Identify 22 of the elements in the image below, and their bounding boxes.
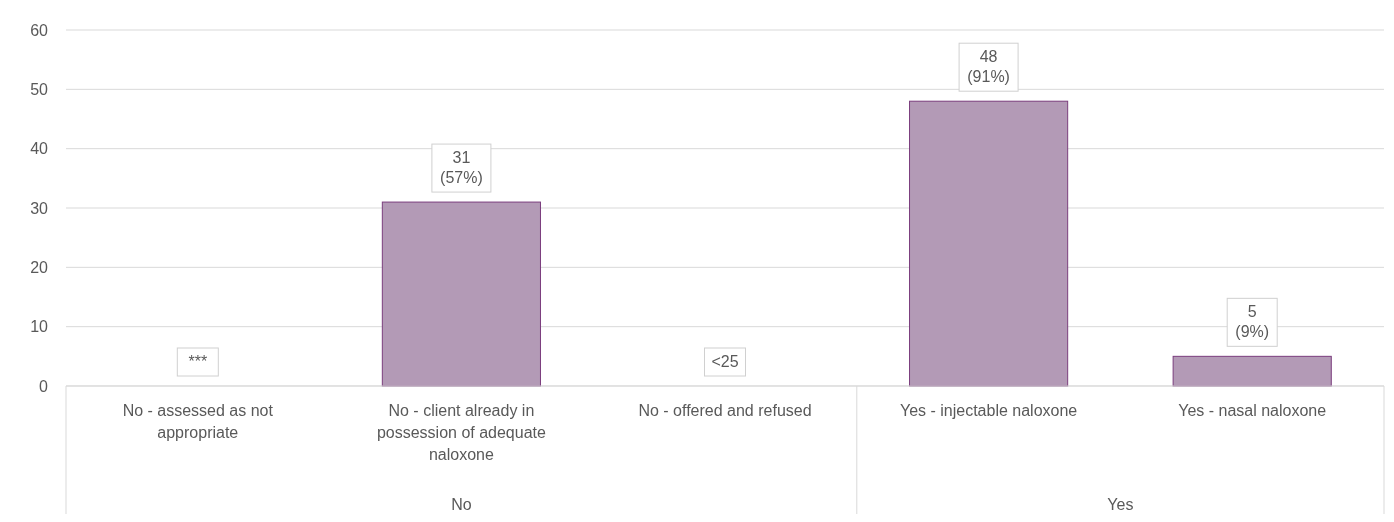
y-tick-label: 0 [39,377,49,395]
text: <25 [711,353,739,370]
x-tick-label: Yes - injectable naloxone [899,402,1078,419]
text: No [451,496,472,513]
data-label: 48 (91%) [967,48,1010,86]
bar [1172,355,1332,387]
x-tick-label: No - client already in possession of adequate naloxone [376,402,547,463]
text: *** [188,353,208,370]
y-tick-label: 50 [30,80,49,98]
y-tick-label: 30 [30,199,49,217]
y-tick-label: 20 [30,258,49,276]
x-tick-label: No - assessed as not appropriate [122,402,274,441]
y-tick-label: 10 [30,318,49,336]
bar [381,201,541,387]
text: Yes [1107,496,1134,513]
bar [909,100,1069,387]
data-label: 5 (9%) [1235,303,1270,341]
y-tick-label: 60 [30,21,49,39]
data-label: 31 (57%) [440,149,483,187]
y-tick-label: 40 [30,140,49,158]
x-tick-label: No - offered and refused [638,402,812,419]
x-tick-label: Yes - nasal naloxone [1178,402,1327,419]
